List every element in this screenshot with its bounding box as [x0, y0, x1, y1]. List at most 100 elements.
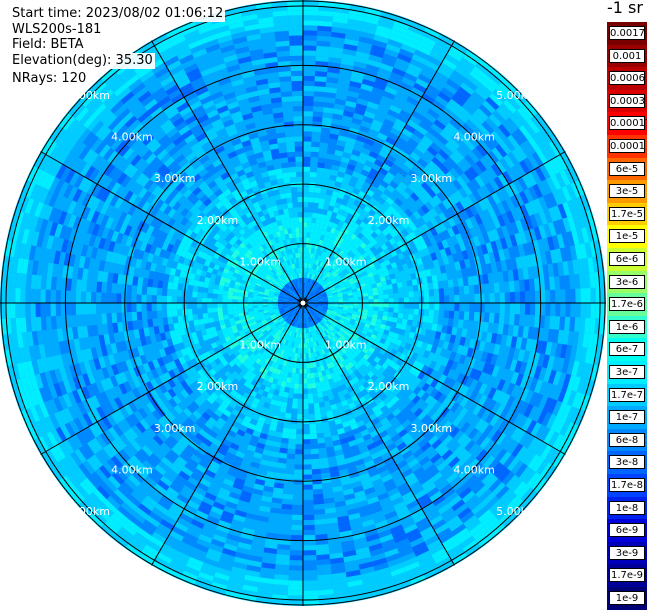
field-cell [318, 443, 326, 449]
field-cell [303, 146, 311, 151]
field-cell [312, 388, 317, 394]
field-cell [444, 288, 450, 296]
field-cell [392, 283, 398, 289]
field-cell [296, 162, 303, 167]
field-cell [374, 299, 379, 303]
field-cell [283, 111, 293, 117]
field-cell [409, 303, 414, 309]
field-cell [286, 137, 295, 143]
field-cell [303, 232, 307, 237]
field-cell [479, 312, 485, 322]
field-cell [429, 303, 434, 310]
field-cell [177, 283, 183, 290]
field-cell [286, 142, 295, 148]
field-cell [303, 121, 313, 126]
field-cell [298, 389, 303, 394]
field-cell [303, 237, 306, 242]
field-cell [293, 393, 298, 398]
field-cell [292, 197, 298, 203]
field-cell [207, 303, 212, 308]
field-cell [505, 292, 510, 303]
field-cell [310, 439, 318, 445]
field-cell [293, 490, 303, 495]
field-cell [310, 157, 318, 163]
field-cell [207, 308, 212, 313]
field-cell [218, 311, 224, 316]
field-cell [308, 388, 313, 393]
field-cell [303, 152, 311, 157]
field-cell [116, 293, 121, 303]
field-cell [449, 303, 454, 311]
field-cell [297, 248, 300, 253]
field-cell [281, 509, 292, 515]
field-cell [429, 296, 434, 303]
field-cell [294, 131, 303, 136]
field-cell [227, 295, 232, 299]
field-cell [303, 131, 312, 136]
field-cell [288, 439, 296, 445]
field-cell [303, 157, 311, 162]
field-cell [300, 364, 303, 369]
field-cell [193, 320, 199, 327]
field-cell [223, 290, 229, 295]
field-cell [373, 310, 379, 314]
field-cell [311, 378, 316, 384]
field-cell [434, 289, 440, 296]
field-cell [309, 177, 316, 183]
field-cell [303, 177, 310, 182]
field-cell [121, 284, 127, 294]
field-cell [299, 369, 303, 374]
field-cell [222, 303, 227, 307]
field-cell [157, 318, 163, 326]
field-cell [248, 297, 253, 300]
field-cell [403, 308, 409, 314]
field-cell [307, 378, 311, 383]
field-cell [464, 303, 469, 312]
field-cell [101, 303, 106, 314]
field-cell [294, 136, 303, 141]
field-cell [208, 317, 214, 323]
field-cell [303, 475, 312, 480]
field-cell [106, 282, 112, 293]
field-cell [167, 303, 172, 310]
field-cell [303, 459, 312, 464]
field-cell [152, 311, 158, 319]
field-cell [303, 469, 312, 474]
field-cell [312, 479, 322, 485]
field-cell [303, 449, 311, 454]
field-cell [454, 295, 459, 303]
field-cell [286, 403, 292, 409]
field-cell [307, 383, 312, 388]
field-cell [292, 101, 303, 106]
field-cell [297, 404, 303, 409]
field-cell [305, 253, 308, 258]
field-cell [237, 296, 242, 300]
field-cell [454, 311, 460, 320]
field-cell [111, 293, 116, 303]
field-cell [499, 313, 505, 324]
field-cell [310, 429, 317, 435]
field-cell [475, 294, 480, 303]
field-cell [303, 399, 308, 404]
field-cell [309, 187, 315, 193]
field-cell [303, 409, 309, 414]
field-cell [285, 127, 295, 133]
field-cell [127, 312, 133, 322]
field-cell [296, 439, 303, 444]
field-cell [443, 280, 449, 288]
field-cell [303, 197, 309, 202]
field-cell [369, 299, 374, 303]
field-cell [389, 298, 394, 303]
field-cell [298, 399, 303, 404]
field-cell [504, 314, 510, 325]
field-cell [303, 116, 313, 121]
field-cell [363, 306, 368, 310]
field-cell [310, 172, 317, 178]
field-cell [193, 314, 199, 320]
field-cell [136, 303, 141, 312]
field-cell [280, 443, 288, 449]
field-cell [147, 287, 153, 296]
field-cell [306, 353, 309, 358]
field-cell [192, 297, 197, 303]
field-cell [91, 292, 96, 303]
